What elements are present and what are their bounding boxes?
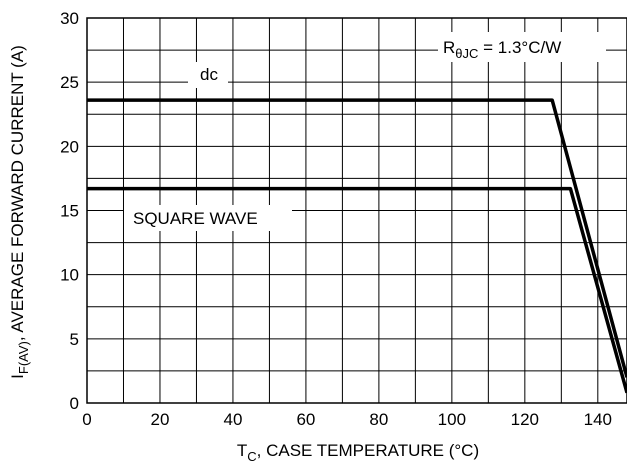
y-tick-label: 5 bbox=[70, 330, 79, 349]
y-tick-label: 30 bbox=[60, 9, 79, 28]
x-tick-label: 20 bbox=[151, 410, 170, 429]
dc-label-bg bbox=[188, 62, 228, 88]
x-axis-title: TC, CASE TEMPERATURE (°C) bbox=[237, 441, 479, 464]
square-wave-series-label: SQUARE WAVE bbox=[133, 209, 258, 228]
x-tick-label: 40 bbox=[223, 410, 242, 429]
grid-lines bbox=[87, 18, 627, 403]
x-tick-label: 140 bbox=[584, 410, 612, 429]
x-tick-label: 60 bbox=[296, 410, 315, 429]
y-tick-label: 25 bbox=[60, 73, 79, 92]
y-axis-title: IF(AV), AVERAGE FORWARD CURRENT (A) bbox=[8, 45, 31, 379]
x-tick-label: 80 bbox=[369, 410, 388, 429]
rthjc-annotation-bg bbox=[438, 32, 606, 62]
dc-series-line bbox=[87, 98, 627, 378]
square-wave-series-line bbox=[87, 186, 627, 394]
y-tick-label: 15 bbox=[60, 202, 79, 221]
y-tick-label: 0 bbox=[70, 394, 79, 413]
x-tick-label: 120 bbox=[511, 410, 539, 429]
y-tick-label: 20 bbox=[60, 137, 79, 156]
dc-series-label: dc bbox=[200, 65, 218, 84]
series-lines bbox=[87, 98, 627, 394]
tick-labels: 0 20 40 60 80 100 120 140 0 5 10 15 20 25 30 bbox=[60, 9, 612, 429]
y-tick-label: 10 bbox=[60, 266, 79, 285]
x-tick-label: 0 bbox=[82, 410, 91, 429]
square-wave-label-bg bbox=[124, 205, 292, 231]
rthjc-annotation: RθJC = 1.3°C/W bbox=[443, 38, 561, 61]
plot-frame bbox=[86, 17, 627, 404]
x-tick-label: 100 bbox=[438, 410, 466, 429]
